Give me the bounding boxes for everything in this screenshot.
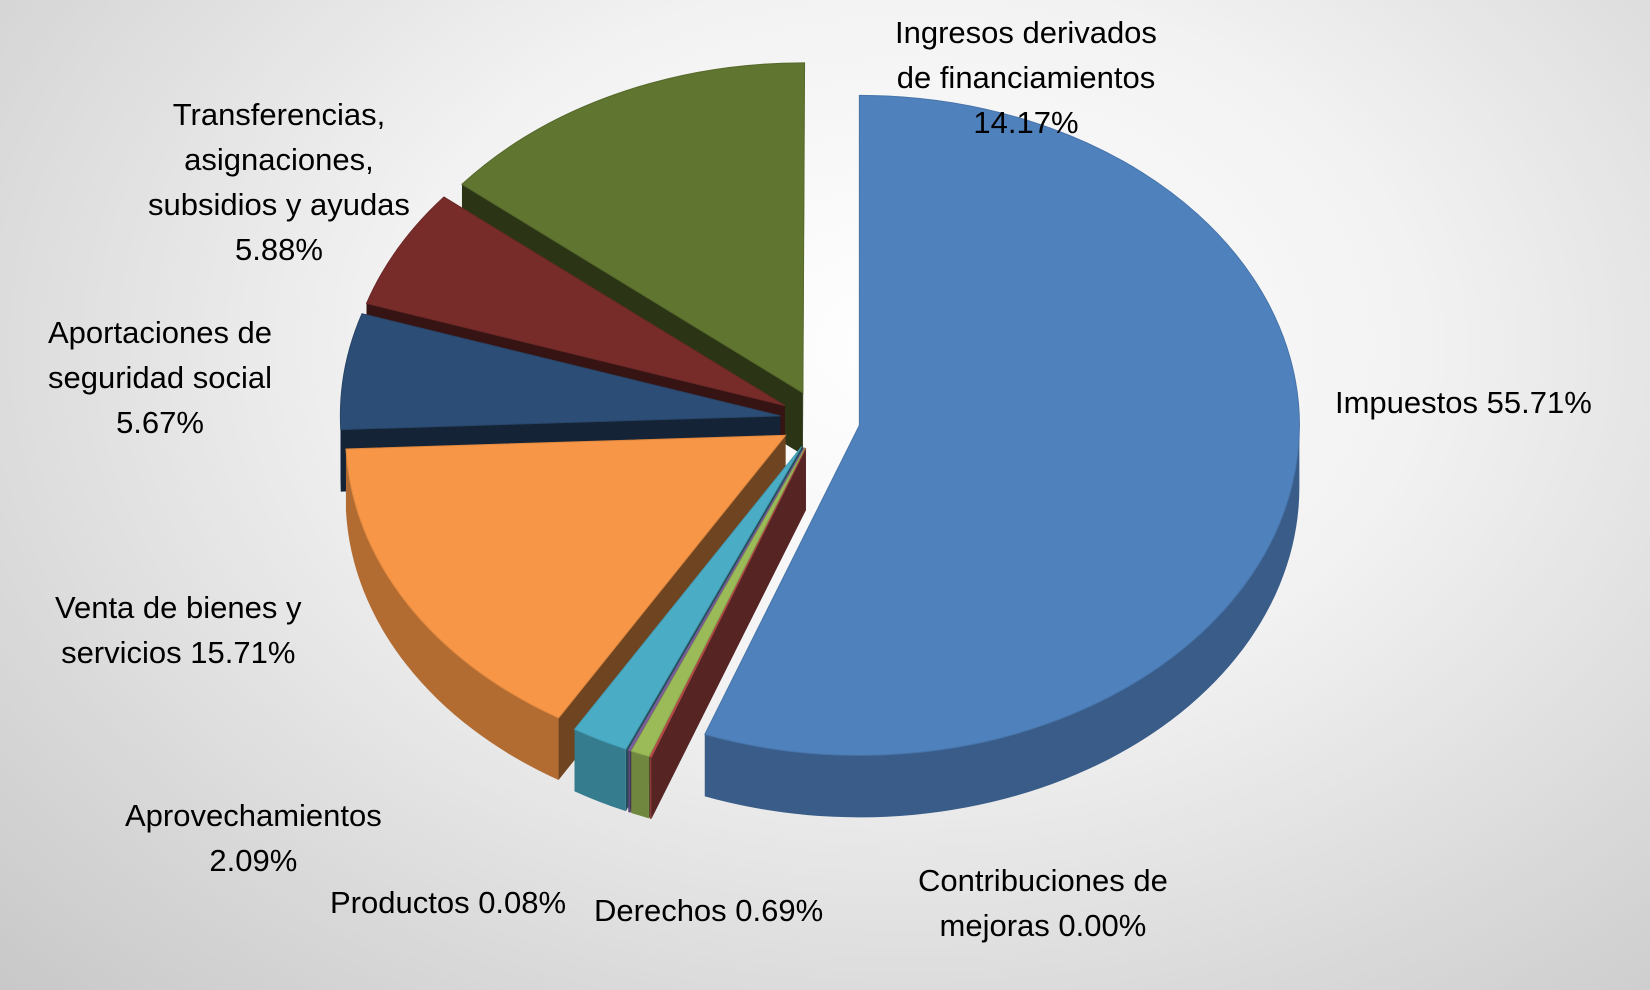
slice-derechos	[630, 447, 806, 757]
slice-side-contribuciones-de-mejoras-0	[649, 756, 652, 820]
slice-contribuciones-de-mejoras	[649, 447, 807, 758]
slice-side-venta-de-bienes-y-servicios-0	[345, 448, 559, 780]
slice-productos	[627, 447, 805, 752]
slice-side-productos-0	[628, 750, 631, 813]
label-ingresos-derivados-de-financiamientos: Ingresos derivados de financiamientos 14…	[895, 15, 1157, 140]
label-aprovechamientos: Aprovechamientos 2.09%	[125, 798, 382, 878]
slice-side-derechos-0	[631, 751, 649, 819]
slice-aprovechamientos	[573, 446, 803, 750]
label-productos: Productos 0.08%	[330, 885, 567, 920]
label-aportaciones-de-seguridad-social: Aportaciones de seguridad social 5.67%	[48, 315, 273, 440]
slice-impuestos	[704, 94, 1300, 756]
slice-transferencias-asignaciones-subsidios-y-ayudas	[365, 196, 786, 407]
slice-side-impuestos-0	[704, 425, 1300, 818]
label-derechos: Derechos 0.69%	[594, 893, 824, 928]
label-impuestos: Impuestos 55.71%	[1335, 385, 1592, 420]
label-contribuciones-de-mejoras: Contribuciones de mejoras 0.00%	[918, 863, 1168, 943]
label-transferencias: Transferencias, asignaciones, subsidios …	[148, 97, 410, 267]
slice-aportaciones-de-seguridad-social	[339, 313, 781, 431]
slice-ingresos-derivados-de-financiamientos	[461, 62, 806, 394]
slice-wall-contribuciones-de-mejoras-1	[649, 448, 806, 819]
slice-venta-de-bienes-y-servicios	[345, 434, 787, 719]
label-venta-de-bienes-y-servicios: Venta de bienes y servicios 15.71%	[55, 590, 302, 670]
slice-side-aprovechamientos-0	[574, 729, 626, 812]
